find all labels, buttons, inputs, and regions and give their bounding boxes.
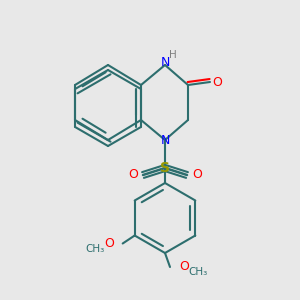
Text: CH₃: CH₃ xyxy=(85,244,104,254)
Text: S: S xyxy=(160,161,170,175)
Text: N: N xyxy=(160,56,170,70)
Text: O: O xyxy=(212,76,222,88)
Text: N: N xyxy=(160,134,170,146)
Text: O: O xyxy=(179,260,189,274)
Text: O: O xyxy=(192,169,202,182)
Text: CH₃: CH₃ xyxy=(188,267,208,277)
Text: O: O xyxy=(128,169,138,182)
Text: H: H xyxy=(169,50,177,60)
Text: O: O xyxy=(104,237,114,250)
